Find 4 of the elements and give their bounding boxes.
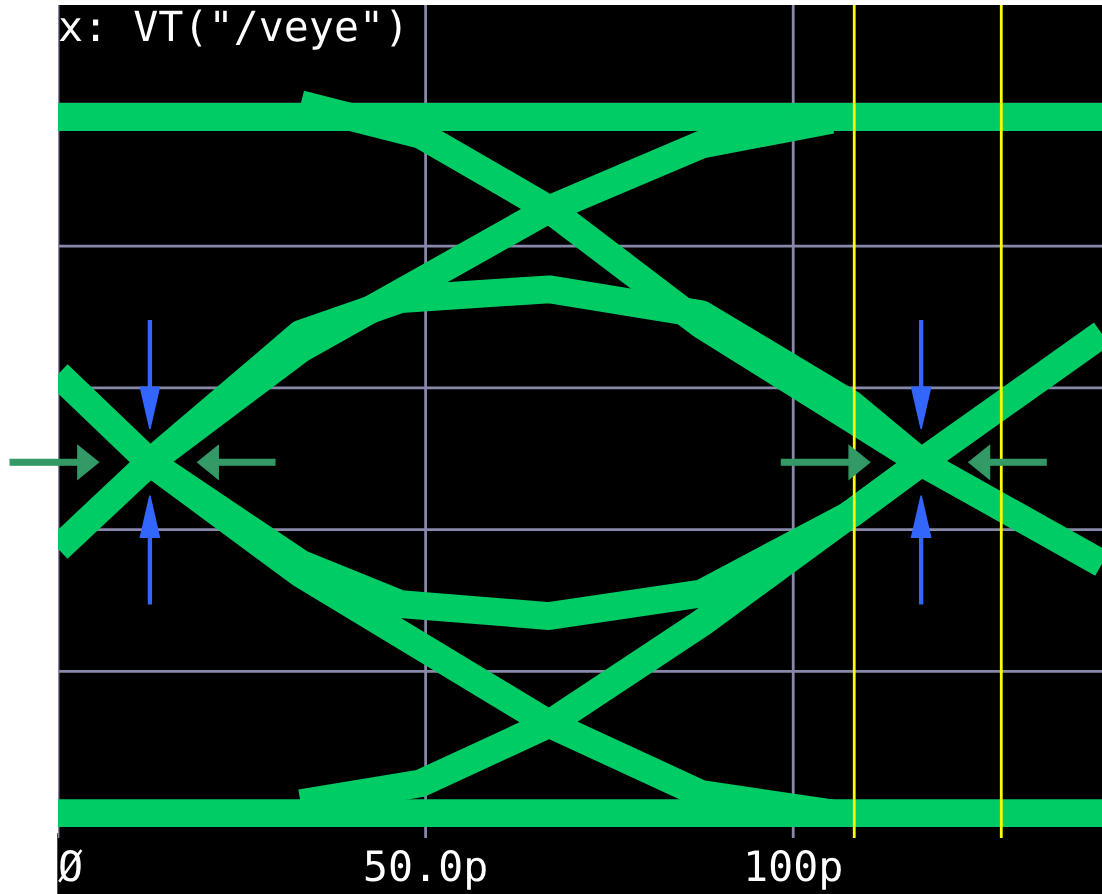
chart-title: x: VT("/veye")	[59, 9, 401, 50]
x-tick-label: 100p	[748, 850, 841, 890]
x-tick-label: 50.0p	[365, 850, 486, 890]
x-tick-label: Ø	[58, 849, 83, 883]
